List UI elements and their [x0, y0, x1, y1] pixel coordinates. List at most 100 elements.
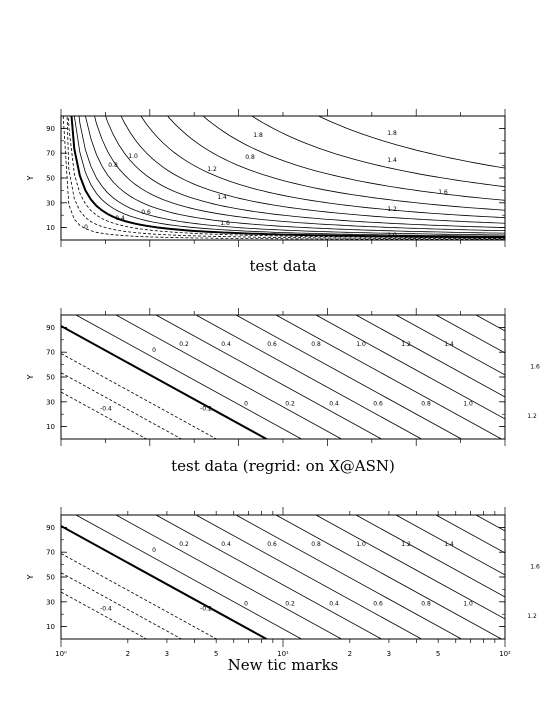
- y-tick-label: 50: [46, 175, 55, 183]
- contour-label: 1.2: [527, 413, 537, 420]
- contour-label: 0: [244, 601, 248, 608]
- contour-line: [105, 116, 505, 229]
- contour-line: [315, 315, 505, 420]
- y-tick-label: 10: [46, 224, 55, 232]
- contour-label: 1.0: [387, 232, 397, 239]
- y-tick-label: 30: [46, 598, 55, 606]
- contour-label: 1.0: [356, 341, 366, 348]
- contour-label: 0.8: [311, 341, 321, 348]
- contour-line: [155, 515, 382, 639]
- x-tick-label: 10²: [499, 650, 511, 658]
- contour-label: -0.2: [200, 605, 212, 612]
- x-tick-label: 10⁰: [55, 650, 67, 658]
- contour-line: [202, 116, 505, 201]
- contour-label: 1.4: [387, 157, 397, 164]
- contour-line: [435, 515, 505, 554]
- chart-panel-1: 0 0.4 0.6 0.8 1.0 1.2 1.4 1.6 1.8 0.8 1.0 1.2 1.4 1.6…: [26, 109, 506, 275]
- contour-label: 1.2: [401, 341, 411, 348]
- contour-label: 1.6: [220, 220, 230, 227]
- contour-line: [167, 116, 505, 211]
- contour-line: [68, 116, 505, 239]
- chart-title: test data: [250, 257, 317, 275]
- contour-label: 1.6: [530, 363, 540, 370]
- contour-line: [61, 324, 267, 439]
- contour-label: 0.8: [421, 601, 431, 608]
- contour-line: [115, 315, 342, 439]
- contour-label: 0.2: [179, 541, 189, 548]
- contour-line: [62, 116, 505, 240]
- contour-label: 1.2: [207, 166, 217, 173]
- chart-title: test data (regrid: on X@ASN): [171, 457, 395, 475]
- contour-lines: [61, 315, 555, 439]
- contour-label: 0: [244, 401, 248, 408]
- contour-line: [355, 515, 505, 598]
- y-axis-label: Y: [26, 574, 35, 580]
- contour-label: 0.2: [179, 341, 189, 348]
- x-tick-label: 5: [436, 650, 440, 658]
- x-tick-label: 10¹: [277, 650, 289, 658]
- contour-line: [61, 524, 267, 639]
- contour-line: [115, 515, 342, 639]
- y-tick-label: 30: [46, 398, 55, 406]
- contour-line: [275, 515, 502, 639]
- contour-label: 1.6: [530, 563, 540, 570]
- contour-label: 0.2: [285, 601, 295, 608]
- plot-frame: [60, 514, 506, 640]
- x-tick-label: 2: [348, 650, 352, 658]
- contour-line: [251, 116, 505, 188]
- contour-label: 0.8: [108, 162, 118, 169]
- chart-panel-3: 0 0.2 0.4 0.6 0.8 1.0 1.2 1.4 1.6 -0.4 -0.2 0 0.2 0.4…: [26, 507, 555, 674]
- contour-label: 1.4: [217, 194, 227, 201]
- contour-label: 1.2: [527, 613, 537, 620]
- contour-line: [395, 515, 505, 576]
- contour-label: 0.8: [421, 401, 431, 408]
- contour-label: 0: [84, 224, 88, 231]
- contour-line: [435, 315, 505, 354]
- contour-line: [315, 515, 505, 620]
- contour-label: 1.0: [128, 153, 138, 160]
- contour-label: 0.4: [329, 601, 339, 608]
- contour-label: -0.2: [200, 405, 212, 412]
- contour-label: 0.6: [267, 541, 277, 548]
- contour-label: 0.4: [329, 401, 339, 408]
- contour-line: [275, 315, 502, 439]
- contour-label: 1.2: [387, 206, 397, 213]
- contour-line: [235, 315, 462, 439]
- contour-label: -0.4: [100, 605, 112, 612]
- contour-line: [516, 315, 555, 439]
- contour-line: [516, 515, 555, 639]
- contour-label: 0.6: [373, 401, 383, 408]
- contour-line: [120, 116, 505, 224]
- contour-line: [75, 515, 302, 639]
- contour-label: 1.0: [463, 601, 473, 608]
- contour-line: [317, 116, 505, 169]
- contour-label: 0.6: [267, 341, 277, 348]
- contour-label: 0.8: [245, 154, 255, 161]
- y-axis-label: Y: [26, 175, 35, 181]
- y-tick-label: 70: [46, 349, 55, 357]
- contour-line: [475, 315, 505, 332]
- contour-line: [78, 116, 505, 236]
- contour-label: 0.4: [221, 341, 231, 348]
- y-tick-label: 10: [46, 623, 55, 631]
- contour-line: [75, 315, 302, 439]
- contour-line: [355, 315, 505, 398]
- contour-label: 0.4: [221, 541, 231, 548]
- contour-label: 1.8: [253, 132, 263, 139]
- contour-label: 0.4: [115, 215, 125, 222]
- y-tick-label: 30: [46, 199, 55, 207]
- contour-line: [94, 116, 505, 232]
- contour-label: 0: [152, 347, 156, 354]
- x-tick-label: 3: [165, 650, 169, 658]
- y-tick-label: 10: [46, 423, 55, 431]
- y-tick-label: 70: [46, 150, 55, 158]
- contour-line: [140, 116, 505, 219]
- contour-label: 1.0: [463, 401, 473, 408]
- contour-line: [70, 116, 505, 239]
- y-tick-label: 50: [46, 574, 55, 582]
- contour-label: 1.4: [444, 341, 454, 348]
- contour-line: [66, 116, 505, 240]
- y-axis-label: Y: [26, 374, 35, 380]
- x-tick-label: 2: [126, 650, 130, 658]
